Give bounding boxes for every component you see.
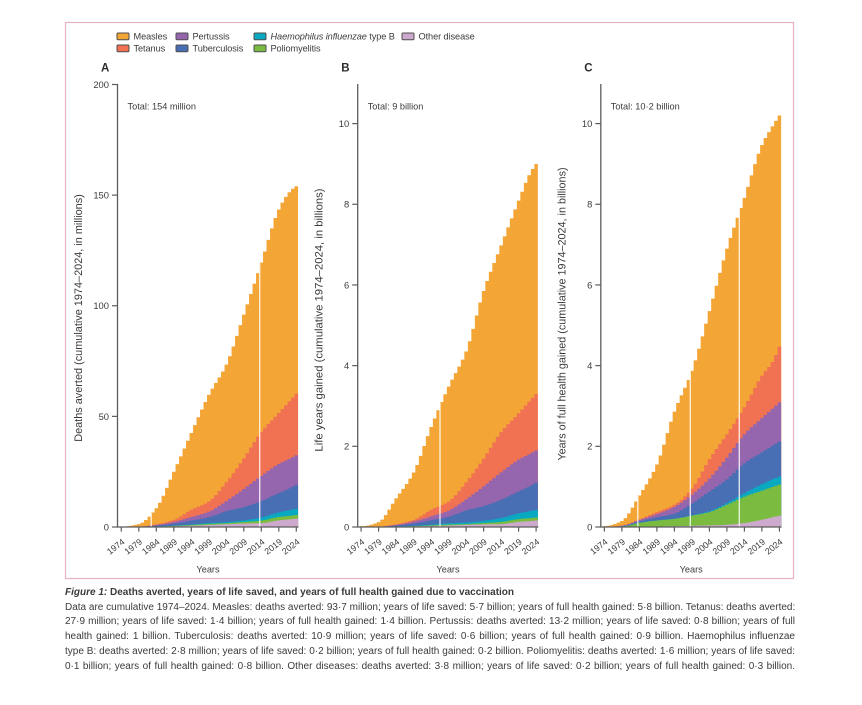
svg-text:6: 6 [344, 279, 349, 290]
svg-text:B: B [341, 63, 349, 75]
svg-text:50: 50 [99, 411, 109, 422]
svg-text:Tuberculosis: Tuberculosis [193, 44, 244, 54]
svg-text:10: 10 [339, 118, 349, 129]
svg-text:150: 150 [93, 190, 109, 201]
svg-text:8: 8 [344, 199, 349, 210]
svg-text:Total: 10·2 billion: Total: 10·2 billion [611, 102, 680, 112]
svg-text:Tetanus: Tetanus [134, 44, 166, 54]
svg-text:0: 0 [344, 521, 349, 532]
svg-text:Pertussis: Pertussis [193, 32, 231, 42]
svg-text:Total: 9 billion: Total: 9 billion [368, 102, 424, 112]
svg-text:Measles: Measles [134, 32, 168, 42]
svg-text:10: 10 [582, 118, 592, 129]
svg-text:Years: Years [680, 565, 704, 575]
svg-text:0: 0 [104, 521, 109, 532]
svg-text:Years: Years [196, 565, 220, 575]
svg-text:Years: Years [436, 565, 460, 575]
svg-text:0: 0 [587, 521, 592, 532]
svg-text:Years of full health gained (c: Years of full health gained (cumulative … [557, 167, 569, 460]
svg-text:2: 2 [587, 441, 592, 452]
svg-text:200: 200 [93, 79, 109, 90]
svg-text:2: 2 [344, 441, 349, 452]
svg-text:C: C [584, 63, 592, 75]
svg-text:Haemophilus influenzae type B: Haemophilus influenzae type B [271, 32, 395, 42]
svg-text:Other disease: Other disease [419, 32, 475, 42]
svg-text:A: A [101, 63, 109, 75]
svg-text:Deaths averted (cumulative 197: Deaths averted (cumulative 1974–2024, in… [73, 194, 85, 442]
svg-text:Life years gained (cumulative: Life years gained (cumulative 1974–2024,… [313, 188, 325, 451]
svg-text:100: 100 [93, 300, 109, 311]
svg-text:4: 4 [587, 360, 592, 371]
svg-text:8: 8 [587, 199, 592, 210]
svg-text:Poliomyelitis: Poliomyelitis [271, 44, 322, 54]
svg-text:Total: 154 million: Total: 154 million [128, 102, 196, 112]
svg-text:4: 4 [344, 360, 349, 371]
svg-text:6: 6 [587, 279, 592, 290]
